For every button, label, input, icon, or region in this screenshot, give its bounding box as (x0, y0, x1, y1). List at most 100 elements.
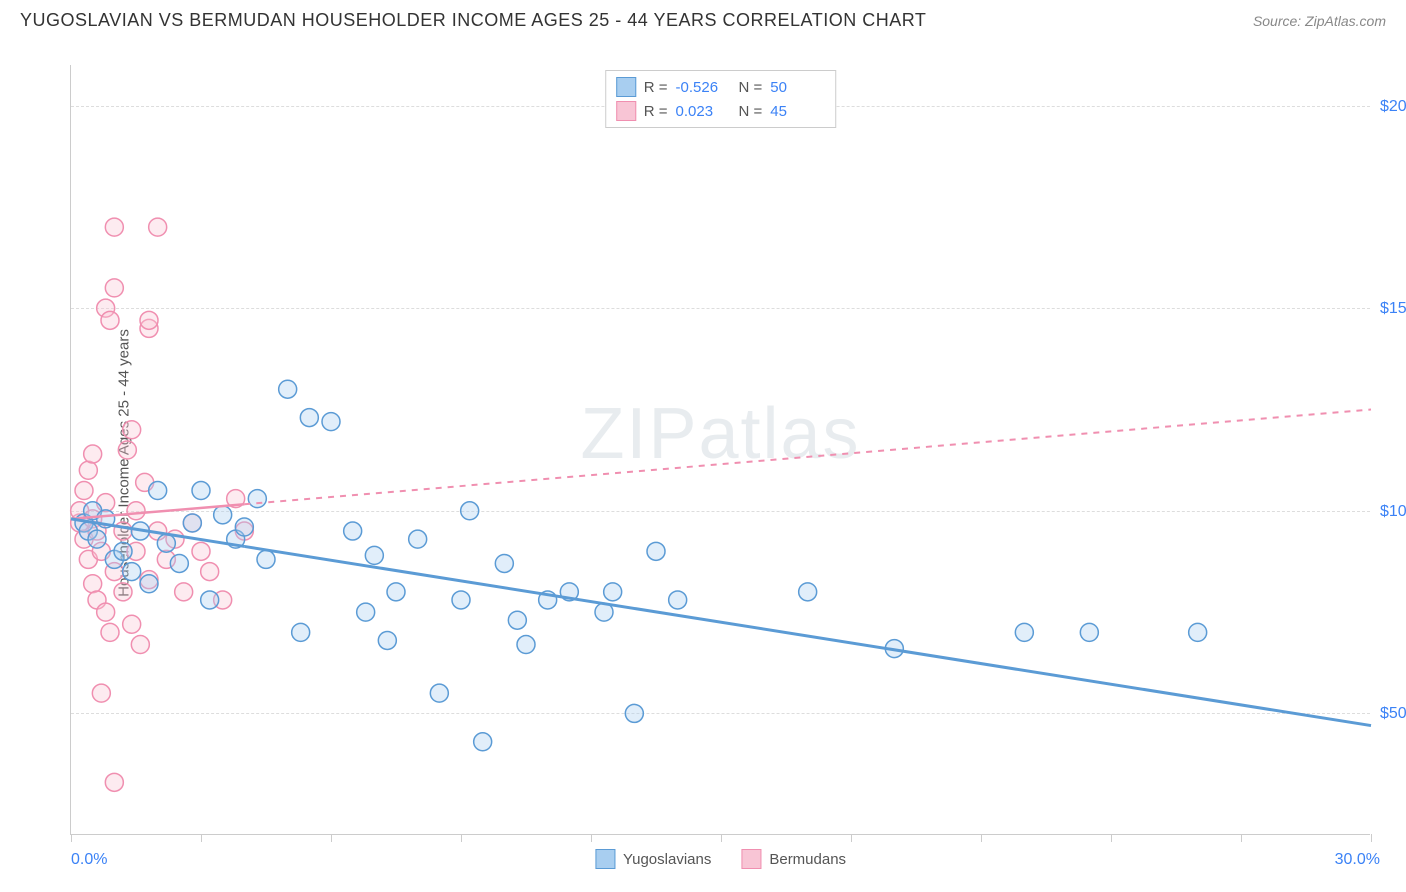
scatter-point (149, 218, 167, 236)
scatter-point (183, 514, 201, 532)
scatter-point (461, 502, 479, 520)
scatter-point (508, 611, 526, 629)
scatter-point (517, 636, 535, 654)
scatter-point (799, 583, 817, 601)
scatter-point (97, 603, 115, 621)
r-value-2: 0.023 (676, 103, 731, 120)
scatter-point (149, 482, 167, 500)
scatter-point (1189, 623, 1207, 641)
scatter-point (357, 603, 375, 621)
scatter-point (157, 534, 175, 552)
legend-label-2: Bermudans (769, 851, 846, 868)
scatter-point (201, 591, 219, 609)
scatter-point (88, 530, 106, 548)
scatter-point (409, 530, 427, 548)
scatter-point (430, 684, 448, 702)
stats-row-1: R = -0.526 N = 50 (616, 75, 826, 99)
trend-line-extended (244, 409, 1371, 504)
r-label: R = (644, 79, 668, 96)
x-tick (1371, 834, 1372, 842)
scatter-point (257, 550, 275, 568)
scatter-point (214, 506, 232, 524)
scatter-point (1015, 623, 1033, 641)
scatter-point (79, 461, 97, 479)
chart-header: YUGOSLAVIAN VS BERMUDAN HOUSEHOLDER INCO… (0, 0, 1406, 36)
n-label-2: N = (739, 103, 763, 120)
scatter-point (279, 380, 297, 398)
scatter-point (105, 218, 123, 236)
r-value-1: -0.526 (676, 79, 731, 96)
stats-legend: R = -0.526 N = 50 R = 0.023 N = 45 (605, 70, 837, 128)
scatter-point (248, 490, 266, 508)
scatter-point (92, 684, 110, 702)
x-axis-label-max: 30.0% (1335, 851, 1380, 869)
scatter-point (235, 518, 253, 536)
scatter-point (344, 522, 362, 540)
scatter-point (140, 311, 158, 329)
scatter-point (192, 542, 210, 560)
r-label-2: R = (644, 103, 668, 120)
scatter-point (114, 583, 132, 601)
scatter-plot-svg (71, 65, 1370, 834)
scatter-point (101, 623, 119, 641)
chart-title: YUGOSLAVIAN VS BERMUDAN HOUSEHOLDER INCO… (20, 10, 926, 31)
scatter-point (495, 554, 513, 572)
scatter-point (170, 554, 188, 572)
x-tick (201, 834, 202, 842)
scatter-point (84, 445, 102, 463)
scatter-point (175, 583, 193, 601)
scatter-point (105, 773, 123, 791)
x-tick (331, 834, 332, 842)
scatter-point (101, 311, 119, 329)
y-tick-label: $50,000 (1380, 705, 1406, 723)
x-tick (71, 834, 72, 842)
scatter-point (123, 421, 141, 439)
scatter-point (322, 413, 340, 431)
chart-source: Source: ZipAtlas.com (1253, 13, 1386, 29)
scatter-point (300, 409, 318, 427)
chart-container: Householder Income Ages 25 - 44 years ZI… (20, 45, 1386, 880)
x-tick (851, 834, 852, 842)
y-tick-label: $100,000 (1380, 503, 1406, 521)
scatter-point (123, 563, 141, 581)
legend-item-2: Bermudans (741, 849, 846, 869)
scatter-point (118, 441, 136, 459)
legend-item-1: Yugoslavians (595, 849, 711, 869)
x-tick (1241, 834, 1242, 842)
plot-area: ZIPatlas $50,000$100,000$150,000$200,000… (70, 65, 1370, 835)
legend-swatch-1 (595, 849, 615, 869)
x-tick (461, 834, 462, 842)
legend-swatch-2 (741, 849, 761, 869)
scatter-point (75, 482, 93, 500)
y-tick-label: $150,000 (1380, 300, 1406, 318)
x-tick (981, 834, 982, 842)
x-axis-label-min: 0.0% (71, 851, 107, 869)
swatch-series-2 (616, 101, 636, 121)
scatter-point (474, 733, 492, 751)
scatter-point (131, 636, 149, 654)
scatter-point (127, 502, 145, 520)
stats-row-2: R = 0.023 N = 45 (616, 99, 826, 123)
y-tick-label: $200,000 (1380, 98, 1406, 116)
scatter-point (84, 575, 102, 593)
scatter-point (452, 591, 470, 609)
scatter-point (604, 583, 622, 601)
scatter-point (387, 583, 405, 601)
scatter-point (292, 623, 310, 641)
scatter-point (378, 631, 396, 649)
swatch-series-1 (616, 77, 636, 97)
x-tick (591, 834, 592, 842)
scatter-point (105, 279, 123, 297)
scatter-point (365, 546, 383, 564)
scatter-point (1080, 623, 1098, 641)
scatter-point (647, 542, 665, 560)
legend-label-1: Yugoslavians (623, 851, 711, 868)
x-tick (1111, 834, 1112, 842)
scatter-point (625, 704, 643, 722)
scatter-point (669, 591, 687, 609)
n-value-1: 50 (770, 79, 825, 96)
scatter-point (201, 563, 219, 581)
scatter-point (114, 542, 132, 560)
scatter-point (140, 575, 158, 593)
scatter-point (192, 482, 210, 500)
